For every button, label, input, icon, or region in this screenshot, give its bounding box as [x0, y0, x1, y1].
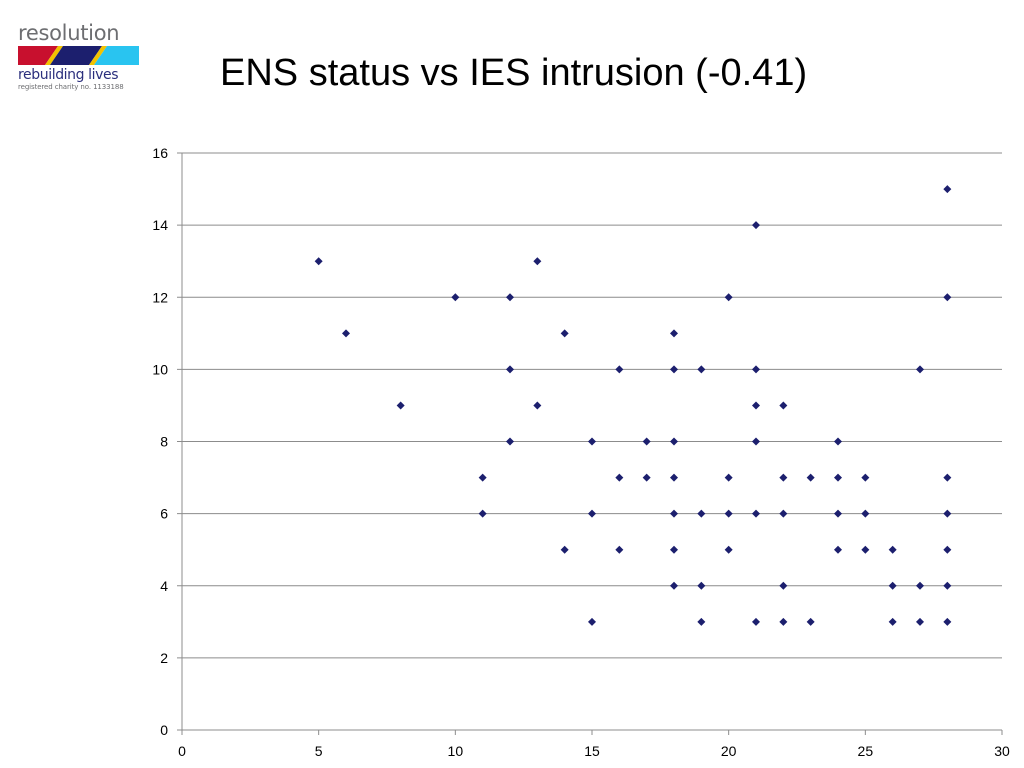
data-point: [752, 617, 760, 626]
data-point: [342, 329, 350, 338]
data-point: [834, 509, 842, 518]
y-tick-label: 16: [152, 145, 168, 161]
data-point: [834, 473, 842, 482]
data-point: [588, 437, 596, 446]
data-point: [806, 617, 815, 626]
data-point: [943, 293, 952, 302]
data-point: [888, 581, 897, 590]
data-point: [834, 545, 842, 554]
y-tick-label: 4: [160, 578, 168, 594]
data-point: [943, 581, 952, 590]
data-point: [779, 581, 788, 590]
data-point: [451, 293, 460, 302]
x-tick-label: 15: [584, 743, 600, 759]
data-point: [916, 581, 924, 590]
data-point: [724, 545, 733, 554]
data-point: [861, 473, 870, 482]
data-point: [779, 509, 788, 518]
data-point: [670, 509, 678, 518]
x-tick-label: 30: [994, 743, 1010, 759]
data-point: [506, 293, 514, 302]
logo-tagline: rebuilding lives: [18, 67, 119, 83]
data-point: [943, 509, 952, 518]
data-point: [478, 509, 487, 518]
y-tick-label: 8: [160, 434, 168, 450]
data-point: [533, 257, 542, 266]
data-point: [752, 365, 760, 374]
data-point: [314, 257, 323, 266]
data-point: [533, 401, 542, 410]
data-point: [670, 473, 678, 482]
data-point: [724, 293, 733, 302]
data-point: [752, 401, 760, 410]
data-point: [670, 329, 678, 338]
data-point: [560, 329, 569, 338]
data-point: [642, 437, 651, 446]
x-tick-label: 0: [178, 743, 186, 759]
data-point: [916, 365, 924, 374]
data-point: [779, 473, 788, 482]
logo-charity-number: registered charity no. 1133188: [18, 83, 124, 91]
x-tick-label: 5: [315, 743, 323, 759]
data-point: [916, 617, 924, 626]
data-point: [752, 437, 760, 446]
data-point: [943, 185, 952, 194]
data-point: [697, 617, 706, 626]
data-point: [670, 365, 678, 374]
y-tick-label: 10: [152, 361, 168, 377]
data-point: [752, 221, 760, 230]
logo-wordmark: resolution: [18, 21, 120, 45]
data-point: [670, 581, 678, 590]
data-point: [506, 365, 514, 374]
data-point: [834, 437, 842, 446]
data-point: [697, 365, 706, 374]
data-point: [861, 545, 870, 554]
y-tick-label: 2: [160, 650, 168, 666]
resolution-logo: resolution rebuilding lives registered c…: [18, 22, 142, 92]
data-point: [588, 509, 596, 518]
data-point: [861, 509, 870, 518]
data-point: [670, 545, 678, 554]
data-point: [615, 365, 624, 374]
data-point: [752, 509, 760, 518]
data-point: [642, 473, 651, 482]
data-point: [506, 437, 514, 446]
logo-color-bar: [18, 46, 139, 65]
data-point: [697, 581, 706, 590]
data-point: [670, 437, 678, 446]
data-point: [478, 473, 487, 482]
x-tick-label: 10: [448, 743, 464, 759]
y-tick-label: 0: [160, 722, 168, 738]
data-point: [560, 545, 569, 554]
data-point: [724, 473, 733, 482]
data-point: [888, 545, 897, 554]
y-tick-label: 14: [152, 217, 168, 233]
data-point: [724, 509, 733, 518]
data-point: [615, 545, 624, 554]
y-tick-label: 12: [152, 289, 168, 305]
data-point: [615, 473, 624, 482]
data-point: [943, 473, 952, 482]
slide-title: ENS status vs IES intrusion (-0.41): [220, 52, 808, 94]
x-tick-label: 25: [858, 743, 874, 759]
data-point: [943, 545, 952, 554]
y-tick-label: 6: [160, 506, 168, 522]
data-point: [697, 509, 706, 518]
data-point: [779, 401, 788, 410]
data-point: [588, 617, 596, 626]
x-tick-label: 20: [721, 743, 737, 759]
data-point: [396, 401, 405, 410]
data-point: [779, 617, 788, 626]
data-point: [806, 473, 815, 482]
data-point: [888, 617, 897, 626]
data-point: [943, 617, 952, 626]
